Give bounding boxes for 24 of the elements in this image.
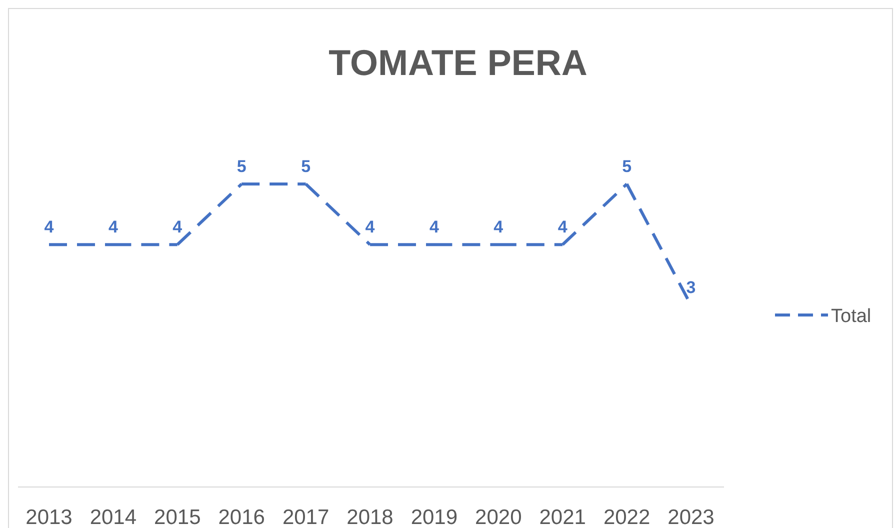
legend-label: Total	[831, 306, 872, 327]
x-tick-label: 2023	[668, 506, 714, 528]
x-tick-label: 2020	[475, 506, 522, 528]
x-tick-label: 2015	[154, 506, 201, 528]
x-tick-label: 2013	[26, 506, 72, 528]
data-label: 5	[622, 157, 632, 176]
data-label: 4	[365, 218, 376, 237]
x-tick-label: 2019	[410, 506, 458, 528]
x-tick-label: 2022	[603, 506, 650, 528]
x-tick-label: 2021	[539, 506, 586, 528]
data-label: 4	[108, 218, 118, 237]
x-tick-label: 2018	[346, 506, 394, 528]
data-label: 4	[172, 218, 183, 237]
data-label: 3	[686, 278, 696, 298]
data-label: 4	[44, 218, 54, 237]
x-tick-label: 2016	[218, 506, 265, 528]
x-tick-label: 2017	[282, 506, 330, 528]
data-label: 5	[236, 157, 246, 176]
x-tick-label: 2014	[90, 506, 137, 528]
data-label: 5	[301, 157, 311, 176]
chart-title: TOMATE PERA	[328, 42, 588, 83]
data-label: 4	[558, 218, 568, 237]
data-label: 4	[494, 218, 504, 237]
data-label: 4	[429, 218, 440, 237]
